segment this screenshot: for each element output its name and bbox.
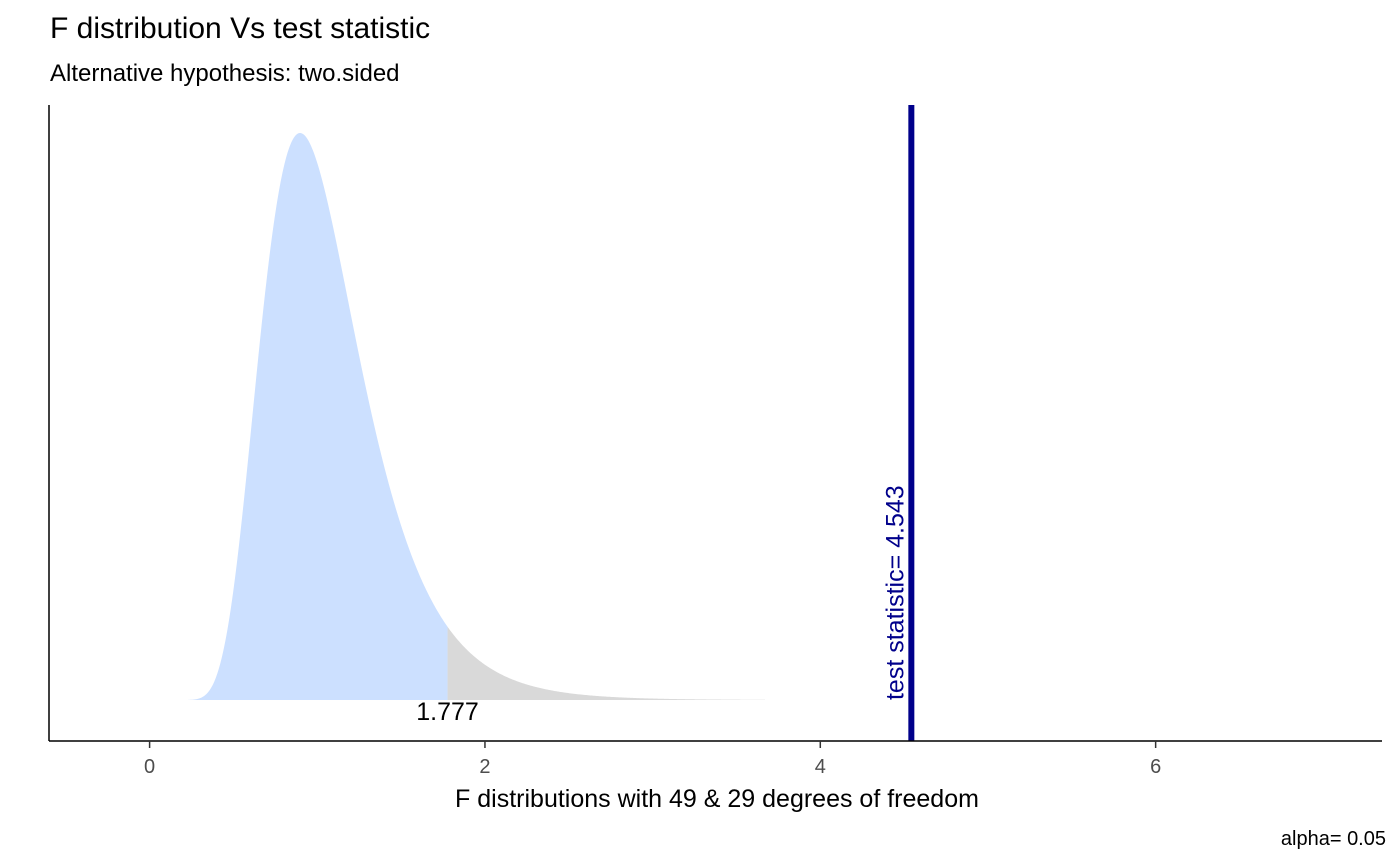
chart-title: F distribution Vs test statistic: [50, 12, 431, 45]
alpha-caption: alpha= 0.05: [1280, 828, 1386, 850]
critical-value-label: 1.777: [416, 698, 479, 726]
test-statistic-label: test statistic= 4.543: [881, 485, 909, 700]
x-tick-label: 0: [144, 756, 155, 778]
rejection-region-area: [447, 626, 765, 700]
acceptance-region-area: [188, 133, 448, 700]
x-tick-label: 2: [479, 756, 490, 778]
chart-subtitle: Alternative hypothesis: two.sided: [50, 60, 400, 87]
x-tick-label: 6: [1150, 756, 1161, 778]
x-tick-label: 4: [815, 756, 826, 778]
x-axis-title: F distributions with 49 & 29 degrees of …: [455, 785, 979, 813]
